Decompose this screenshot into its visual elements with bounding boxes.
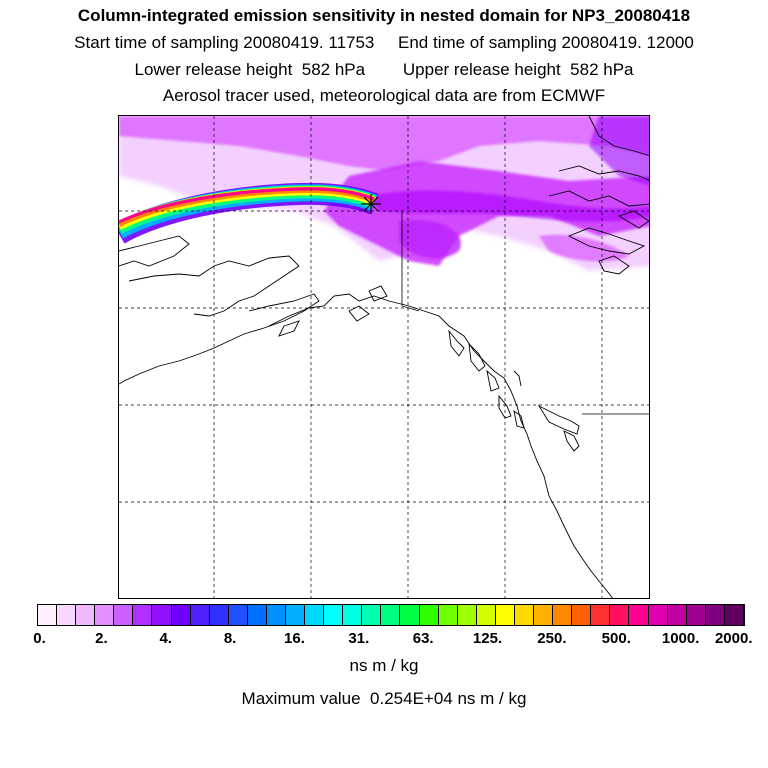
colorbar-cell (495, 605, 515, 625)
colorbar-cell (553, 605, 573, 625)
colorbar-cell (247, 605, 267, 625)
colorbar-tick-label: 4. (159, 630, 172, 647)
colorbar-cell (534, 605, 554, 625)
colorbar-cell (610, 605, 630, 625)
colorbar-cell (57, 605, 77, 625)
colorbar-cell (686, 605, 706, 625)
political-borders (401, 211, 649, 415)
map-panel (118, 115, 650, 599)
colorbar-cell (95, 605, 115, 625)
colorbar-cell (266, 605, 287, 625)
colorbar-cell (209, 605, 229, 625)
receptor-marker-icon (361, 194, 381, 214)
colorbar-tick-label: 8. (223, 630, 237, 647)
maximum-value-label: Maximum value 0.254E+04 ns m / kg (241, 689, 527, 708)
colorbar-cell (228, 605, 248, 625)
colorbar-cell (286, 605, 306, 625)
colorbar-cell (476, 605, 496, 625)
release-height-line: Lower release height 582 hPa Upper relea… (134, 60, 634, 79)
colorbar-cell (38, 605, 58, 625)
colorbar-tick-label: 16. (284, 630, 305, 647)
colorbar-cell (724, 605, 744, 625)
colorbar-cell (114, 605, 134, 625)
colorbar-tick-labels: 0. 2. 4. 8. 16. 31. 63. 125. 250. 500. 1000. 2000. (33, 630, 752, 650)
colorbar-cell (457, 605, 477, 625)
colorbar-cell (514, 605, 535, 625)
colorbar-cell (400, 605, 420, 625)
colorbar-cell (305, 605, 325, 625)
coastlines (119, 116, 649, 598)
colorbar-tick-label: 500. (601, 630, 631, 647)
colorbar (37, 604, 745, 626)
colorbar-cell (438, 605, 458, 625)
colorbar-tick-label: 250. (537, 630, 567, 647)
plot-title: Column-integrated emission sensitivity i… (77, 6, 691, 25)
colorbar-cell (648, 605, 668, 625)
graticule (119, 116, 649, 598)
colorbar-cell (591, 605, 611, 625)
colorbar-cell (171, 605, 191, 625)
colorbar-cell (705, 605, 725, 625)
colorbar-tick-label: 125. (472, 630, 503, 647)
map-canvas (119, 116, 649, 598)
colorbar-tick-label: 2000. (714, 630, 753, 647)
colorbar-tick-label: 63. (412, 630, 434, 647)
colorbar-cell (190, 605, 210, 625)
colorbar-unit-label: ns m / kg (349, 656, 419, 675)
colorbar-cell (133, 605, 153, 625)
colorbar-cell (381, 605, 401, 625)
colorbar-cell (629, 605, 649, 625)
colorbar-tick-label: 2. (95, 630, 108, 647)
tracer-info-line: Aerosol tracer used, meteorological data… (162, 86, 606, 105)
colorbar-tick-label: 1000. (661, 630, 700, 647)
colorbar-cell (572, 605, 592, 625)
colorbar-tick-label: 0. (33, 630, 46, 647)
colorbar-cell (667, 605, 687, 625)
colorbar-cell (362, 605, 382, 625)
colorbar-cell (152, 605, 172, 625)
colorbar-cell (324, 605, 344, 625)
colorbar-cell (76, 605, 96, 625)
colorbar-tick-label: 31. (348, 630, 370, 647)
colorbar-cell (419, 605, 439, 625)
sampling-time-line: Start time of sampling 20080419. 11753 E… (74, 33, 694, 52)
sensitivity-plume (119, 116, 649, 271)
high-sensitivity-band (119, 182, 379, 244)
colorbar-cell (343, 605, 363, 625)
